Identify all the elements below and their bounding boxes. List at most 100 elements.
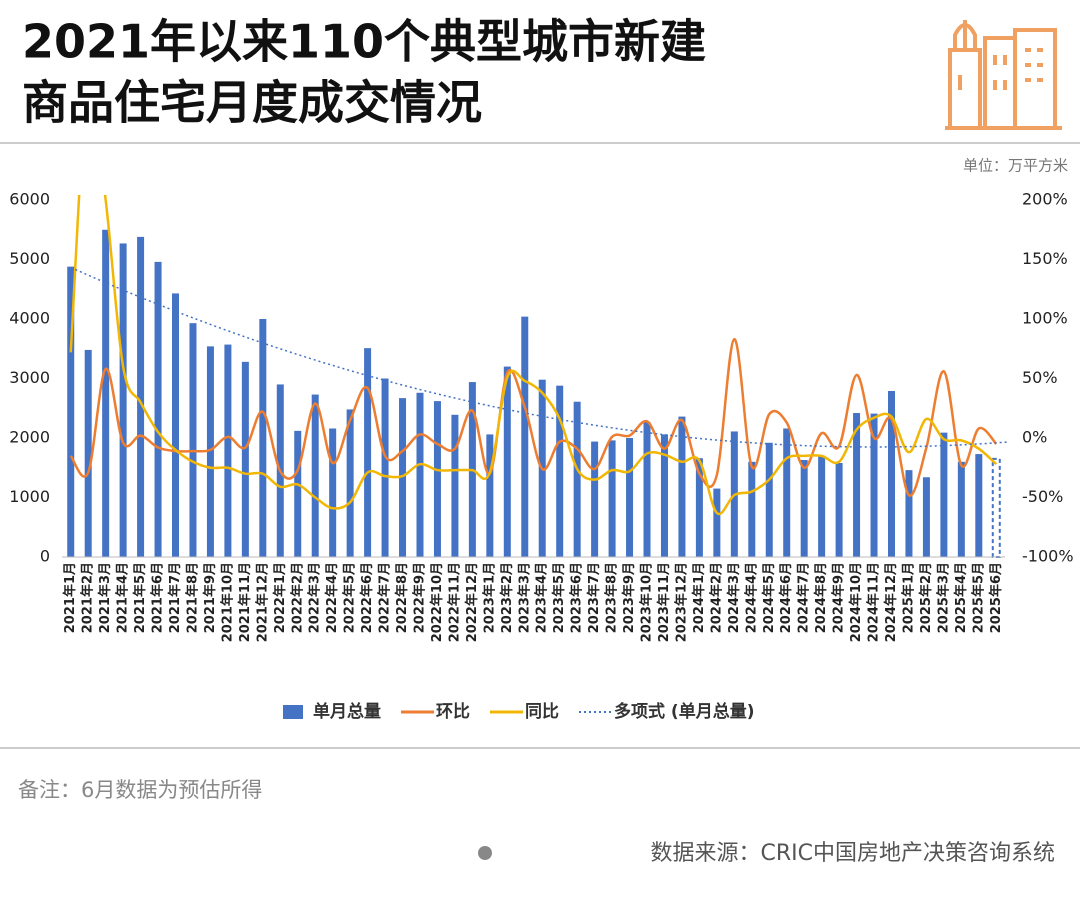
- x-tick-label: 2021年7月: [167, 562, 183, 633]
- x-tick-label: 2022年11月: [446, 562, 462, 642]
- bar: [678, 416, 686, 557]
- x-tick-label: 2024年9月: [831, 562, 847, 633]
- bar: [154, 261, 162, 557]
- line: [69, 337, 998, 497]
- y-tick-label: 5000: [9, 249, 50, 268]
- bar: [381, 378, 389, 557]
- bar: [137, 236, 145, 557]
- x-tick-label: 2023年9月: [621, 562, 637, 633]
- bar: [119, 243, 127, 557]
- bar: [521, 316, 529, 557]
- x-tick-label: 2022年4月: [324, 562, 340, 633]
- legend-swatch: [283, 705, 303, 719]
- y-tick-label: 2000: [9, 428, 50, 447]
- x-tick-label: 2022年10月: [429, 562, 445, 642]
- x-tick-label: 2021年1月: [62, 562, 78, 633]
- x-tick-label: 2023年1月: [481, 562, 497, 633]
- x-tick-label: 2021年3月: [97, 562, 113, 633]
- bar: [399, 398, 407, 557]
- y2-tick-label: 200%: [1022, 190, 1068, 209]
- x-tick-label: 2023年5月: [551, 562, 567, 633]
- bar: [241, 361, 249, 557]
- x-tick-label: 2023年8月: [604, 562, 620, 633]
- bar: [346, 409, 354, 557]
- x-tick-label: 2024年12月: [883, 562, 899, 642]
- unit-label: 单位：万平方米: [963, 157, 1068, 175]
- title-line: 商品住宅月度成交情况: [22, 76, 482, 130]
- bar: [259, 319, 267, 557]
- bar: [591, 441, 599, 557]
- y-tick-label: 0: [40, 547, 50, 566]
- bar: [975, 454, 983, 557]
- x-tick-label: 2025年6月: [988, 562, 1004, 633]
- x-tick-label: 2023年11月: [656, 562, 672, 642]
- bar: [416, 392, 424, 557]
- x-tick-label: 2022年1月: [272, 562, 288, 633]
- bar: [957, 461, 965, 557]
- bar: [486, 434, 494, 557]
- x-tick-label: 2025年1月: [900, 562, 916, 633]
- bar: [206, 346, 214, 557]
- x-tick-label: 2022年12月: [464, 562, 480, 642]
- x-tick-label: 2024年5月: [761, 562, 777, 633]
- bar: [870, 413, 878, 557]
- x-tick-label: 2021年8月: [184, 562, 200, 633]
- x-tick-label: 2023年12月: [673, 562, 689, 642]
- legend-label: 多项式 (单月总量): [614, 701, 754, 722]
- bar: [573, 401, 581, 557]
- y2-tick-label: 100%: [1022, 309, 1068, 328]
- x-tick-label: 2024年6月: [778, 562, 794, 633]
- x-tick-label: 2025年3月: [935, 562, 951, 633]
- bar: [556, 385, 564, 557]
- y-tick-label: 4000: [9, 309, 50, 328]
- x-tick-label: 2025年2月: [918, 562, 934, 633]
- bar: [940, 432, 948, 557]
- bar: [67, 266, 75, 557]
- x-tick-label: 2021年11月: [237, 562, 253, 642]
- x-tick-label: 2025年5月: [970, 562, 986, 633]
- building-icon: [945, 20, 1062, 130]
- bar: [835, 462, 843, 557]
- line: [69, 195, 998, 516]
- bar: [887, 390, 895, 557]
- plot: [67, 195, 1010, 559]
- bar: [102, 229, 110, 557]
- bar: [329, 428, 337, 557]
- y2-tick-label: 50%: [1022, 368, 1058, 387]
- x-tick-label: 2024年1月: [691, 562, 707, 633]
- bar: [922, 477, 930, 557]
- x-tick-label: 2021年4月: [115, 562, 131, 633]
- x-tick-label: 2022年7月: [377, 562, 393, 633]
- bar: [433, 401, 441, 557]
- x-tick-label: 2021年5月: [132, 562, 148, 633]
- x-tick-label: 2023年4月: [534, 562, 550, 633]
- bar: [84, 349, 92, 557]
- y2-tick-label: -50%: [1022, 487, 1063, 506]
- legend-label: 环比: [436, 701, 470, 722]
- x-tick-label: 2024年2月: [708, 562, 724, 633]
- legend-label: 单月总量: [313, 701, 381, 722]
- x-tick-label: 2024年7月: [796, 562, 812, 633]
- legend-label: 同比: [525, 701, 559, 722]
- x-tick-label: 2022年2月: [289, 562, 305, 633]
- x-tick-label: 2021年9月: [202, 562, 218, 633]
- bar: [224, 344, 232, 557]
- x-tick-label: 2021年2月: [80, 562, 96, 633]
- bar: [189, 323, 197, 557]
- x-tick-label: 2021年6月: [150, 562, 166, 633]
- x-tick-label: 2023年6月: [569, 562, 585, 633]
- y2-tick-label: 150%: [1022, 249, 1068, 268]
- x-tick-label: 2023年3月: [516, 562, 532, 633]
- y-tick-label: 1000: [9, 487, 50, 506]
- x-tick-label: 2024年4月: [743, 562, 759, 633]
- y-tick-label: 6000: [9, 190, 50, 209]
- x-tick-label: 2023年2月: [499, 562, 515, 633]
- x-tick-label: 2022年9月: [411, 562, 427, 633]
- x-tick-label: 2023年7月: [586, 562, 602, 633]
- bar: [172, 293, 180, 557]
- x-tick-label: 2022年3月: [307, 562, 323, 633]
- x-tick-label: 2024年11月: [866, 562, 882, 642]
- bar: [818, 455, 826, 557]
- bar: [783, 428, 791, 557]
- bar: [905, 470, 913, 557]
